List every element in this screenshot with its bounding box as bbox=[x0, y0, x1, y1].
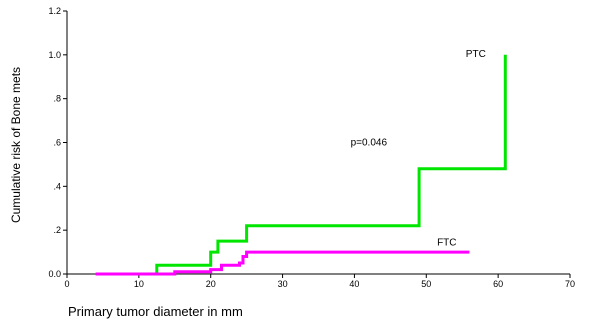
series-label-ptc: PTC bbox=[466, 49, 486, 60]
series-line-ptc bbox=[95, 54, 507, 276]
p-value-annotation: p=0.046 bbox=[351, 138, 388, 149]
y-tick-label: .2 bbox=[53, 225, 61, 235]
x-tick-label: 60 bbox=[493, 279, 503, 289]
x-tick-label: 70 bbox=[565, 279, 575, 289]
series-line-ftc bbox=[95, 250, 470, 276]
y-tick-label: 1.0 bbox=[48, 50, 61, 60]
x-tick-label: 10 bbox=[134, 279, 144, 289]
series-label-ftc: FTC bbox=[437, 238, 456, 249]
x-tick-label: 20 bbox=[206, 279, 216, 289]
annotation-layer: p=0.046 bbox=[351, 138, 388, 149]
x-tick-label: 30 bbox=[278, 279, 288, 289]
x-tick-label: 0 bbox=[64, 279, 69, 289]
y-tick-label: .4 bbox=[53, 181, 61, 191]
x-tick-label: 40 bbox=[349, 279, 359, 289]
y-axis-title: Cumulative risk of Bone mets bbox=[9, 67, 23, 223]
series-layer: PTC FTC bbox=[95, 49, 507, 276]
y-tick-label: 0.0 bbox=[48, 269, 61, 279]
x-axis-ticks: 0 10 20 30 40 50 60 70 bbox=[64, 274, 575, 289]
y-axis-ticks: 0.0 .2 .4 .6 .8 1.0 1.2 bbox=[48, 6, 67, 279]
y-tick-label: .6 bbox=[53, 138, 61, 148]
x-axis-title: Primary tumor diameter in mm bbox=[68, 304, 243, 319]
y-tick-label: 1.2 bbox=[48, 6, 61, 16]
x-tick-label: 50 bbox=[421, 279, 431, 289]
y-tick-label: .8 bbox=[53, 94, 61, 104]
